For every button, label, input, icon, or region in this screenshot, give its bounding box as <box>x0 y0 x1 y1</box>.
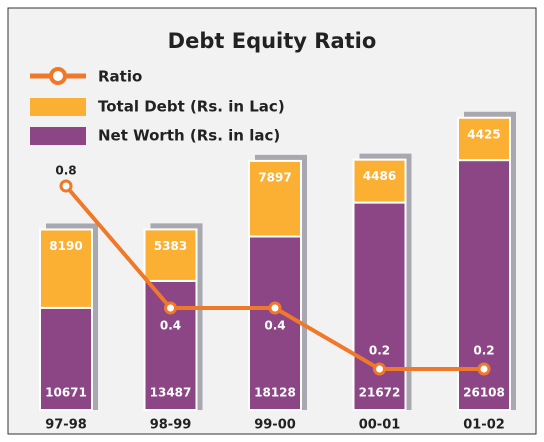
value-label: 0.4 <box>160 319 181 333</box>
bar <box>352 201 407 411</box>
line-marker <box>59 179 73 193</box>
line-marker <box>373 362 386 376</box>
value-label: 8190 <box>49 239 82 253</box>
value-label: 0.2 <box>473 344 494 358</box>
value-label: 21672 <box>359 386 401 400</box>
value-label: 0.8 <box>55 164 76 178</box>
legend-marker <box>49 67 67 85</box>
value-label: 0.2 <box>369 344 390 358</box>
legend-swatch <box>30 98 86 116</box>
value-label: 5383 <box>154 239 187 253</box>
legend-swatch <box>30 127 86 145</box>
x-tick-label: 98-99 <box>150 418 192 433</box>
x-tick-label: 97-98 <box>45 418 87 433</box>
legend-label: Net Worth (Rs. in lac) <box>98 127 280 145</box>
value-label: 4425 <box>467 127 500 141</box>
bar <box>248 159 302 238</box>
x-tick-label: 00-01 <box>359 418 401 433</box>
value-label: 18128 <box>254 386 296 400</box>
value-label: 4486 <box>363 169 396 183</box>
chart-title: Debt Equity Ratio <box>168 29 377 53</box>
legend-label: Total Debt (Rs. in Lac) <box>98 98 285 116</box>
value-label: 26108 <box>463 386 505 400</box>
x-tick-label: 01-02 <box>463 418 505 433</box>
bar <box>352 158 407 204</box>
line-marker <box>268 301 282 315</box>
line-marker <box>477 362 491 376</box>
bar <box>248 235 302 411</box>
bar <box>39 228 93 309</box>
value-label: 13487 <box>150 386 192 400</box>
line-marker <box>164 301 177 315</box>
value-label: 10671 <box>45 386 87 400</box>
bar <box>143 228 198 282</box>
value-label: 0.4 <box>264 319 285 333</box>
x-tick-label: 99-00 <box>254 418 296 433</box>
legend-label: Ratio <box>98 68 142 86</box>
bar <box>457 116 511 162</box>
value-label: 7897 <box>258 170 291 184</box>
